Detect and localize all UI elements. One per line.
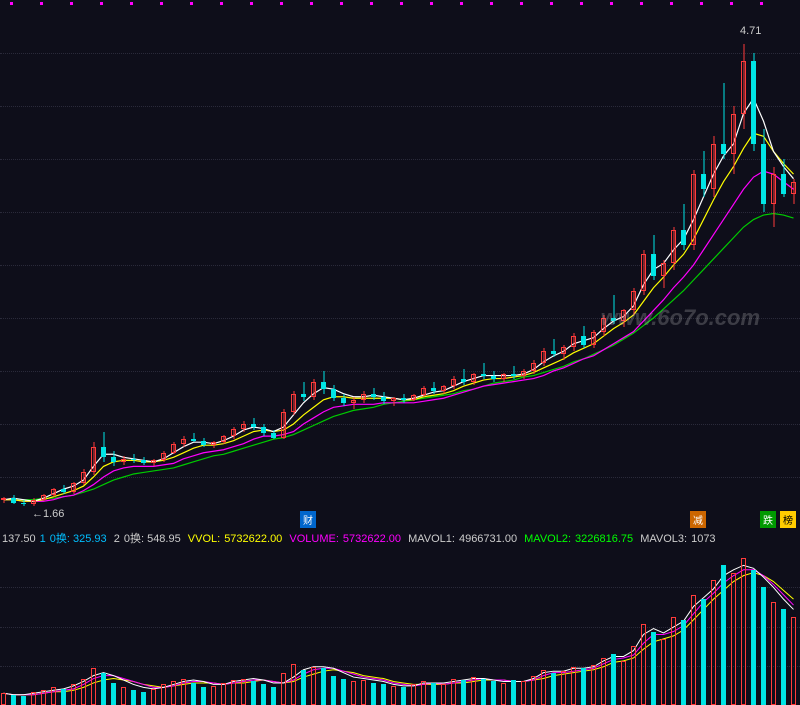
marker-dot xyxy=(70,2,73,5)
volume-chart[interactable] xyxy=(0,548,800,705)
tag-badge: 财 xyxy=(300,511,316,528)
marker-dot xyxy=(520,2,523,5)
marker-dot xyxy=(430,2,433,5)
info-value: 3226816.75 xyxy=(573,533,635,545)
marker-dot xyxy=(580,2,583,5)
marker-dot xyxy=(220,2,223,5)
marker-dot xyxy=(250,2,253,5)
marker-dot xyxy=(550,2,553,5)
marker-dot xyxy=(340,2,343,5)
marker-dot xyxy=(130,2,133,5)
marker-dot xyxy=(460,2,463,5)
info-value: 1 xyxy=(38,533,48,545)
marker-dot xyxy=(400,2,403,5)
tag-badge: 减 xyxy=(690,511,706,528)
indicator-info-bar: 137.5010换: 325.93 20换: 548.95 VVOL:57326… xyxy=(0,530,800,548)
tag-badge: 跌 xyxy=(760,511,776,528)
price-low-label: ←1.66 xyxy=(32,508,64,520)
tag-badge: 榜 xyxy=(780,511,796,528)
marker-dot xyxy=(490,2,493,5)
marker-dot xyxy=(700,2,703,5)
marker-dot xyxy=(670,2,673,5)
info-value: 0换: 325.93 xyxy=(48,533,109,545)
info-value: MAVOL1: xyxy=(403,533,457,545)
marker-dot xyxy=(370,2,373,5)
info-value: 1073 xyxy=(689,533,717,545)
marker-dot xyxy=(730,2,733,5)
marker-dot xyxy=(10,2,13,5)
info-value: 5732622.00 xyxy=(341,533,403,545)
marker-dot xyxy=(100,2,103,5)
info-value: VOLUME: xyxy=(284,533,341,545)
info-value: MAVOL2: xyxy=(519,533,573,545)
info-value: 2 xyxy=(109,533,122,545)
info-value: VVOL: xyxy=(183,533,222,545)
marker-dot xyxy=(40,2,43,5)
marker-dot xyxy=(310,2,313,5)
info-value: 137.50 xyxy=(0,533,38,545)
marker-dot xyxy=(760,2,763,5)
candlestick-chart[interactable]: 4.71 ←1.66 www.6o7o.com 财减跌榜 xyxy=(0,0,800,530)
marker-dot xyxy=(640,2,643,5)
marker-dot xyxy=(160,2,163,5)
info-value: MAVOL3: xyxy=(635,533,689,545)
price-high-label: 4.71 xyxy=(740,25,761,37)
marker-dot xyxy=(190,2,193,5)
info-value: 0换: 548.95 xyxy=(122,533,183,545)
ma-line xyxy=(4,171,794,501)
marker-dot xyxy=(610,2,613,5)
marker-dot xyxy=(280,2,283,5)
info-value: 4966731.00 xyxy=(457,533,519,545)
info-value: 5732622.00 xyxy=(222,533,284,545)
